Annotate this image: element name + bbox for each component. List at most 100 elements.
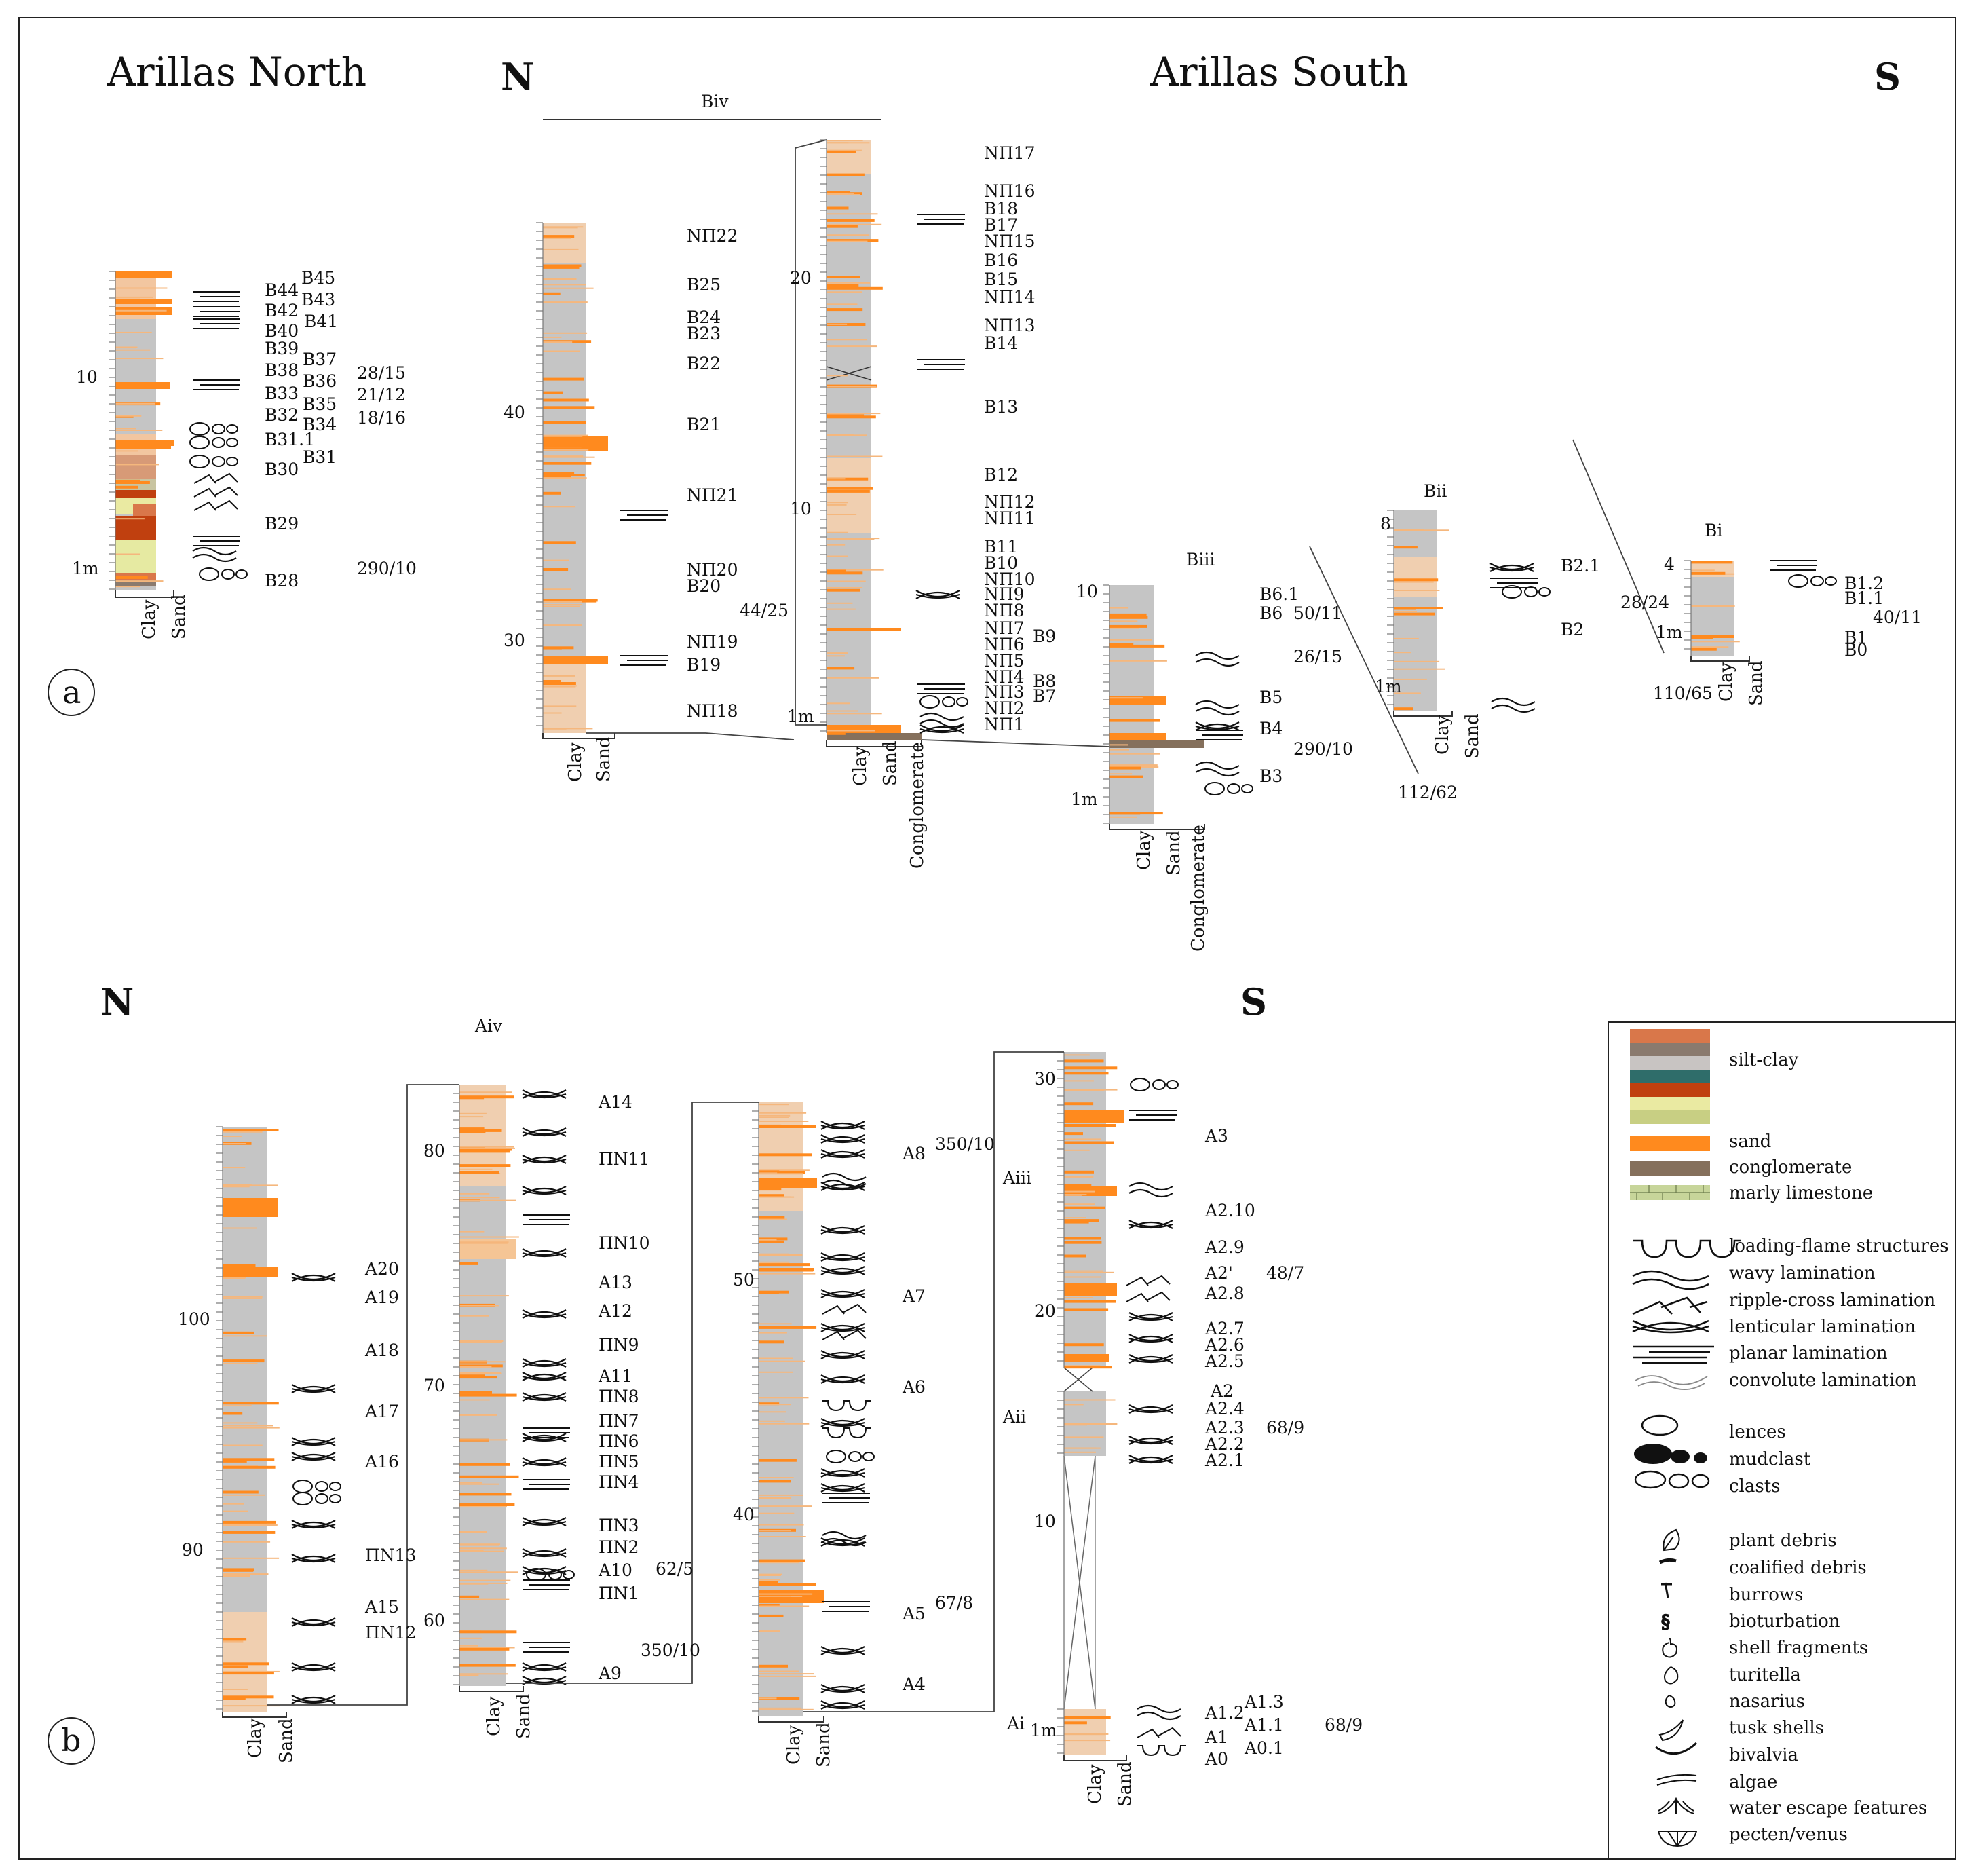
clast-symbol: [942, 696, 955, 707]
north-clay-label: Clay: [139, 599, 159, 639]
north-bed-f: [115, 540, 156, 573]
sand-lamina: [459, 1483, 499, 1485]
sand-lamina: [1064, 1066, 1118, 1070]
sand-lamina: [459, 1647, 510, 1651]
bioturbation-icon: §: [1661, 1612, 1670, 1632]
sand-lamina: [827, 710, 858, 712]
sand-lamina: [543, 350, 580, 352]
sand-lamina: [827, 223, 882, 225]
sand-lamina: [1064, 1447, 1101, 1449]
sand-lamina: [1109, 643, 1134, 646]
orientation-label: 28/24: [1620, 593, 1669, 612]
ai-axis: [1063, 1755, 1127, 1761]
clast-symbol: [189, 455, 210, 468]
sand-lamina: [1064, 1072, 1109, 1075]
sand-lamina: [543, 646, 574, 650]
sand-lamina: [115, 428, 136, 430]
sand-lamina: [459, 1193, 490, 1195]
sand-lamina: [543, 477, 587, 479]
sand-lamina: [223, 1264, 256, 1267]
biii-axis: [1109, 824, 1205, 830]
clast-symbol: [526, 1568, 546, 1581]
a3-tick-50: 50: [733, 1270, 755, 1290]
sample-label: ΠN8: [599, 1387, 639, 1406]
aiv-sand-label: Sand: [514, 1693, 534, 1739]
sand-lamina: [1064, 1176, 1094, 1178]
sample-label: A2.9: [1204, 1237, 1245, 1257]
sand-lamina: [459, 1579, 511, 1581]
sand-lamina: [223, 1427, 280, 1429]
sand-lamina: [759, 1323, 792, 1325]
legend-fossil-7: tusk shells: [1729, 1718, 1824, 1738]
sand-lamina: [223, 1531, 276, 1534]
sand-lamina: [827, 608, 856, 610]
ripple-cross-symbol: [1126, 1291, 1171, 1302]
sand-lamina: [827, 713, 882, 715]
biii-clay-label: Clay: [1134, 830, 1154, 870]
north-sand-2: [115, 299, 172, 304]
sand-lamina: [459, 1595, 480, 1598]
sand-lamina: [759, 1173, 803, 1175]
aiv-tick-60: 60: [423, 1611, 445, 1630]
sand-lamina: [827, 276, 860, 278]
bii-tick-8: 8: [1380, 514, 1391, 533]
planar-lamination-symbol: [1129, 1110, 1177, 1121]
sand-lamina: [223, 1131, 263, 1133]
sample-label: B41: [304, 312, 338, 331]
sand-lamina: [223, 1465, 276, 1469]
sample-label: ΠN2: [599, 1537, 639, 1557]
sand-lamina: [459, 1364, 503, 1368]
sample-label: B43: [301, 290, 335, 309]
sand-lamina: [759, 1332, 787, 1334]
sand-lamina: [759, 1707, 801, 1709]
sand-lamina: [543, 588, 571, 590]
legend-fossil-0: plant debris: [1729, 1531, 1837, 1551]
sample-label: ΠN10: [599, 1233, 650, 1253]
scale-numbers: 10 1m 40 30 20 10 1m 10 1m 8 1m 4 1m 100…: [72, 268, 1722, 1740]
clast-symbol: [212, 456, 225, 467]
sand-lamina: [223, 1335, 267, 1337]
biv2-sand-thin: [827, 628, 901, 631]
sand-lamina: [759, 1494, 803, 1496]
orientation-label: 40/11: [1873, 607, 1922, 627]
sand-lamina: [759, 1670, 799, 1672]
wavy-lamination-symbol: [1137, 1704, 1181, 1721]
sand-lamina: [459, 1482, 482, 1484]
biv2-top: [827, 140, 871, 174]
fault-1: [1309, 546, 1419, 774]
sample-label: B31: [303, 447, 337, 467]
clast-symbol: [1502, 585, 1522, 599]
clast-symbol: [1241, 784, 1253, 793]
sample-label: A2.10: [1204, 1201, 1255, 1220]
sand-lamina: [223, 1510, 248, 1512]
sand-lamina: [827, 308, 863, 312]
sand-lamina: [459, 1171, 499, 1174]
sample-label: B23: [687, 324, 721, 343]
aiii-gap-b: [1063, 1367, 1093, 1392]
a1-sand-2: [223, 1267, 278, 1277]
lenticular-lamination-symbol: [820, 1225, 865, 1235]
sample-label: A5: [902, 1604, 926, 1624]
biv2-gap-b: [826, 366, 872, 381]
sand-lamina: [115, 481, 150, 484]
legend-swatch-silt-7: [1630, 1110, 1710, 1124]
sand-lamina: [759, 1697, 777, 1700]
sand-lamina: [459, 1506, 507, 1508]
sand-lamina: [459, 1544, 499, 1546]
orientation-label: 26/15: [1293, 647, 1342, 667]
sand-lamina: [543, 456, 595, 458]
sand-lamina: [759, 1581, 778, 1584]
sand-lamina: [543, 447, 599, 451]
sand-lamina: [115, 415, 142, 417]
sand-lamina: [459, 1197, 500, 1199]
legend-fossil-10: water escape features: [1729, 1798, 1927, 1818]
sand-lamina: [459, 1372, 502, 1374]
a3-axis: [758, 1716, 824, 1723]
legend-swatch-sand: [1630, 1136, 1710, 1151]
sand-lamina: [459, 1399, 490, 1401]
sample-label: A2': [1204, 1263, 1233, 1283]
sand-lamina: [543, 435, 583, 437]
sand-lamina: [223, 1689, 248, 1690]
sand-lamina: [543, 462, 592, 465]
sand-lamina: [459, 1550, 504, 1552]
